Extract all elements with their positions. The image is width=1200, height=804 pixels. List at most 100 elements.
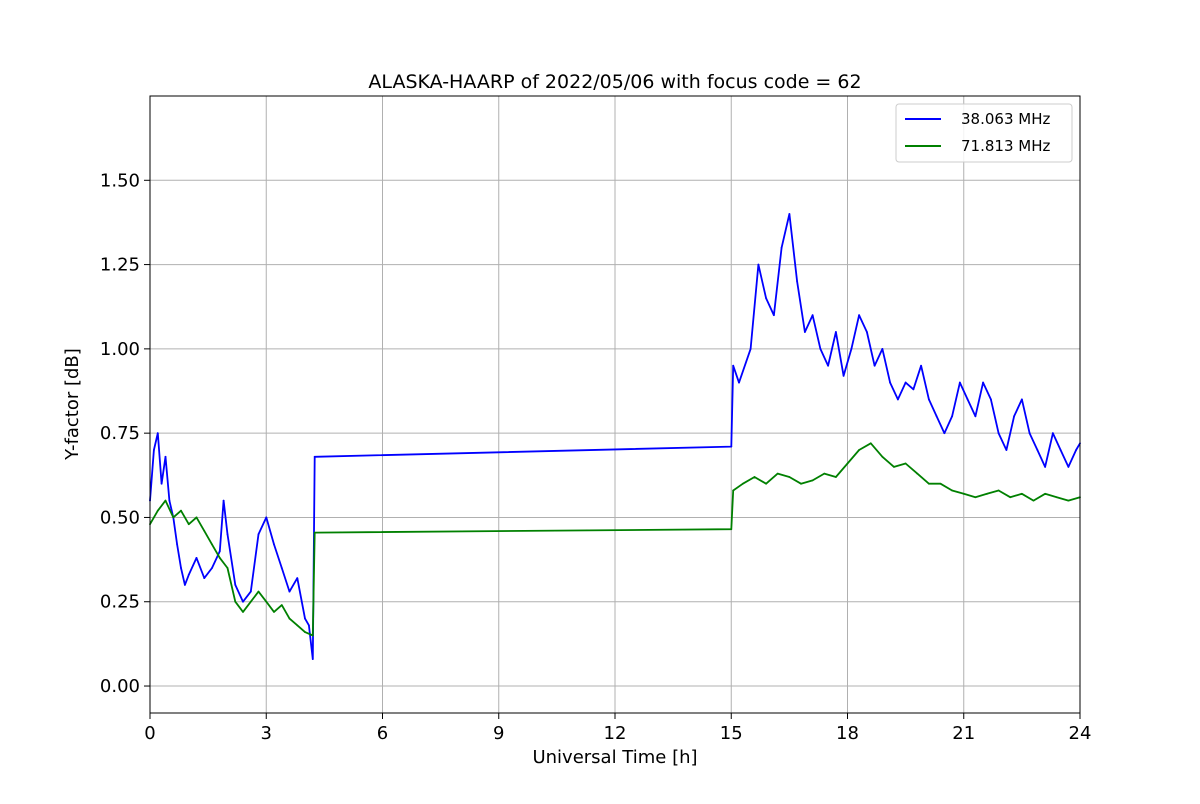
data-point-1 [974,496,977,499]
data-point-0 [1005,449,1008,451]
data-point-1 [156,509,159,512]
data-point-1 [180,509,182,512]
data-point-0 [195,557,198,559]
data-point-1 [234,600,237,603]
data-point-0 [187,573,190,576]
data-point-0 [1013,415,1016,418]
data-point-1 [951,489,954,492]
data-point-1 [788,476,791,478]
x-tick-label: 21 [952,723,975,744]
data-point-0 [935,415,938,418]
data-point-1 [823,472,826,475]
data-point-0 [1067,465,1070,468]
data-point-0 [222,499,225,502]
data-point-1 [187,523,190,526]
data-point-1 [732,489,735,492]
data-point-1 [273,610,275,613]
data-point-0 [160,482,163,485]
data-point-0 [730,445,733,448]
data-point-0 [966,398,969,401]
data-point-1 [962,492,965,495]
data-point-1 [296,624,299,627]
data-point-0 [912,388,915,391]
data-point-0 [865,331,868,333]
x-tick-label: 9 [493,723,504,744]
data-point-0 [904,381,907,384]
x-tick-label: 6 [377,723,388,744]
data-point-0 [772,314,775,317]
data-point-0 [974,415,977,418]
data-point-0 [982,381,985,384]
legend-label-71mhz: 71.813 MHz [961,137,1050,155]
series-layer [149,213,1081,660]
data-point-0 [958,381,961,384]
data-point-1 [776,472,779,475]
data-point-1 [1055,496,1058,499]
data-point-0 [827,364,830,367]
y-axis-label: Y-factor [dB] [62,348,83,461]
chart-title: ALASKA-HAARP of 2022/05/06 with focus co… [368,71,861,93]
data-point-1 [311,634,314,637]
data-point-0 [842,374,845,377]
data-point-1 [242,610,244,613]
data-point-0 [1044,465,1047,468]
y-tick-label: 1.25 [100,255,140,276]
data-point-1 [1009,496,1012,499]
data-point-0 [313,455,316,458]
data-point-0 [226,533,229,536]
data-point-0 [249,590,252,593]
x-tick-label: 0 [144,723,155,744]
data-point-0 [997,432,1000,435]
data-point-0 [927,398,930,401]
y-tick-label: 1.50 [100,170,140,191]
data-point-0 [858,314,861,317]
data-point-1 [203,530,206,532]
data-point-0 [183,583,186,586]
data-point-1 [800,482,802,485]
x-tick-label: 24 [1069,723,1092,744]
data-point-1 [893,465,895,468]
data-point-0 [1028,432,1031,435]
data-point-0 [234,583,237,586]
data-point-0 [896,398,899,401]
data-point-0 [176,543,179,546]
data-point-0 [164,455,167,458]
data-point-0 [218,550,221,553]
data-point-0 [951,415,954,418]
data-point-1 [986,492,988,495]
data-point-0 [834,331,837,333]
data-point-0 [873,364,876,367]
data-point-0 [152,449,155,451]
data-point-0 [273,543,275,546]
x-tick-label: 3 [261,723,272,744]
data-point-0 [1020,398,1023,401]
data-point-0 [749,347,752,350]
data-point-0 [180,567,182,569]
data-point-1 [846,462,849,465]
data-point-0 [920,364,923,367]
data-point-1 [811,479,814,482]
data-point-0 [280,567,283,569]
data-point-1 [730,528,733,531]
data-point-0 [257,533,260,536]
data-point-0 [1051,432,1054,435]
data-point-1 [218,557,221,559]
data-point-0 [796,280,799,283]
ticks: 0 3 6 9 12 15 18 21 24 0.00 0.25 0.50 0.75 1.00 1.25 1.… [100,170,1092,744]
x-tick-label: 12 [604,723,627,744]
data-point-0 [288,590,291,593]
data-point-1 [249,600,252,603]
data-point-0 [788,213,791,215]
data-point-0 [311,658,314,660]
y-tick-label: 0.00 [100,676,140,697]
data-point-0 [850,347,853,350]
data-point-1 [226,567,229,569]
data-point-1 [313,531,316,534]
data-point-0 [889,381,892,384]
data-point-0 [989,398,992,401]
data-point-1 [1044,492,1047,495]
x-tick-label: 18 [836,723,859,744]
data-point-1 [753,476,756,478]
data-point-0 [811,314,814,317]
